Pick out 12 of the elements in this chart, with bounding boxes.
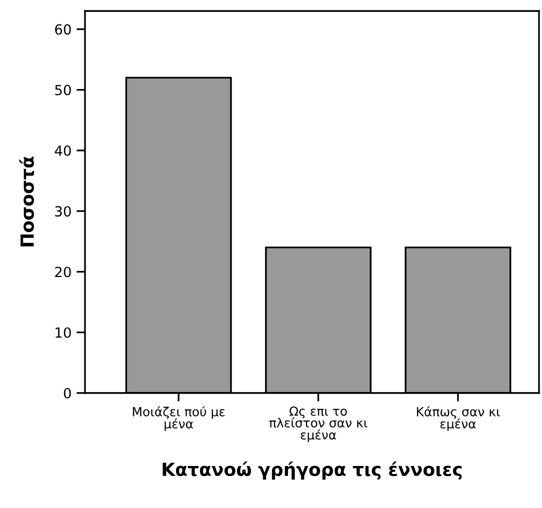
x-tick-label: Ως επι το πλείστον σαν κι εμένα (269, 406, 368, 442)
y-tick-label: 60 (55, 24, 71, 35)
x-tick-label: Κάπως σαν κι εμένα (416, 406, 500, 431)
y-tick-label: 50 (55, 84, 71, 96)
y-tick-label: 40 (54, 145, 71, 156)
y-tick-label: 30 (55, 206, 71, 217)
y-tick-label: 10 (56, 327, 71, 338)
x-tick-label: Μοιάζει πού με μένα (132, 406, 225, 431)
y-tick-label: 20 (55, 266, 71, 278)
y-tick-label: 0 (64, 388, 71, 398)
y-axis-title: Ποσοστά (19, 156, 34, 246)
x-axis-title: Κατανοώ γρήγορα τις έννοιες (162, 461, 462, 480)
